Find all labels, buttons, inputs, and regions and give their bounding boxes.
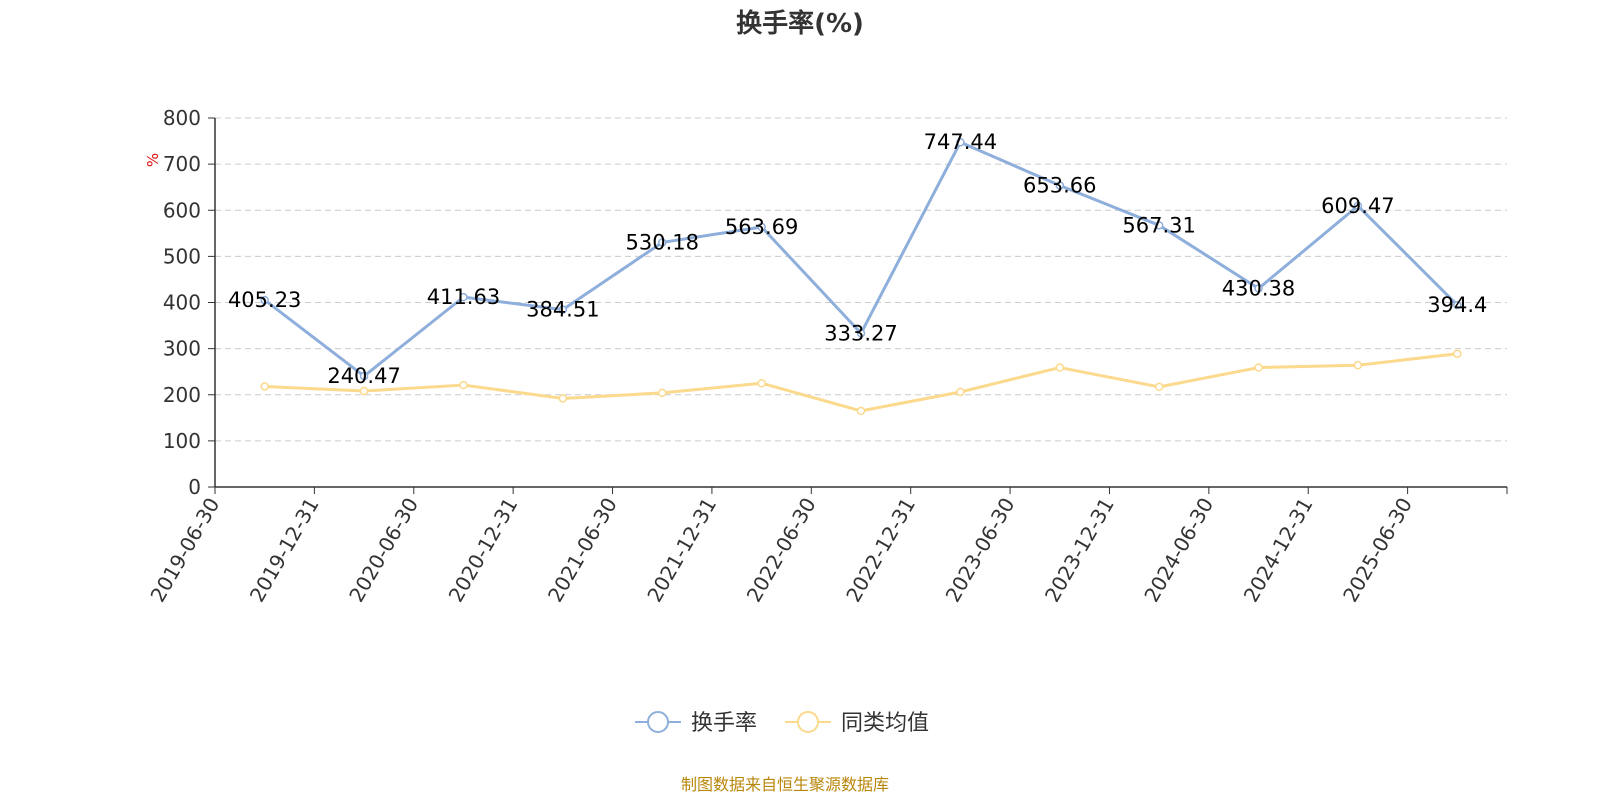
- series-point: [1353, 360, 1363, 370]
- source-note: 制图数据来自恒生聚源数据库: [681, 775, 889, 794]
- x-tick-label: 2019-12-31: [245, 494, 324, 607]
- y-tick-label: 700: [163, 152, 201, 176]
- y-tick-label: 800: [163, 106, 201, 130]
- series-point: [1453, 349, 1462, 358]
- y-tick-label: 500: [163, 244, 201, 268]
- series-line: [264, 352, 1458, 413]
- series-point: [260, 295, 269, 305]
- y-tick-label: 300: [163, 337, 201, 361]
- x-tick-label: 2021-06-30: [543, 494, 622, 607]
- data-label: 567.31: [1122, 213, 1195, 237]
- data-labels: 405.23 240.47 411.63 384.51 530.18 563.69 333.…: [228, 130, 1487, 388]
- legend-label: 同类均值: [841, 711, 929, 736]
- series-point: [1353, 201, 1363, 211]
- series-point: [657, 238, 667, 247]
- series-point: [657, 388, 667, 398]
- data-label: 384.51: [526, 298, 599, 322]
- x-tick-label: 2019-06-30: [145, 494, 224, 607]
- data-label: 653.66: [1023, 173, 1096, 197]
- series-point: [757, 378, 766, 388]
- y-tick-label: 600: [163, 198, 201, 222]
- legend: 换手率 同类均值: [635, 711, 929, 736]
- series-point: [956, 137, 965, 147]
- x-tick-label: 2020-12-31: [444, 494, 523, 607]
- x-tick-label: 2024-12-31: [1239, 494, 1318, 607]
- series-point: [260, 382, 269, 391]
- x-tick-label: 2025-06-30: [1338, 494, 1417, 607]
- data-label: 411.63: [427, 285, 500, 309]
- x-tick-label: 2022-12-31: [841, 494, 920, 607]
- series-point: [359, 386, 369, 396]
- data-label: 430.38: [1222, 276, 1295, 300]
- series-point: [1154, 382, 1164, 392]
- series-point: [1453, 300, 1462, 310]
- axes: 0 100 200 300 400 500 600 700 800 2019-06-30 2019-…: [145, 106, 1508, 607]
- legend-marker-icon: [647, 711, 669, 733]
- legend-item[interactable]: 同类均值: [785, 711, 929, 736]
- series-point: [1254, 284, 1263, 293]
- series-point: [856, 329, 866, 338]
- data-label: 405.23: [228, 288, 301, 312]
- series-point: [1055, 363, 1065, 372]
- data-label: 563.69: [725, 215, 798, 239]
- series-point: [359, 371, 369, 381]
- y-axis-unit: %: [144, 153, 162, 167]
- x-tick-label: 2022-06-30: [742, 494, 821, 607]
- series-point: [856, 406, 866, 416]
- data-label: 609.47: [1321, 194, 1394, 218]
- y-tick-label: 400: [163, 291, 201, 315]
- series-point: [1254, 363, 1263, 372]
- series-point: [459, 380, 468, 390]
- chart-title: 换手率(%): [736, 8, 864, 39]
- series-point: [459, 292, 468, 302]
- legend-marker-icon: [797, 711, 819, 733]
- series-point: [1154, 221, 1164, 230]
- series-point: [757, 222, 766, 232]
- series-point: [1055, 181, 1065, 190]
- y-tick-label: 200: [163, 383, 201, 407]
- x-tick-label: 2020-06-30: [344, 494, 423, 607]
- y-tick-label: 0: [188, 475, 201, 499]
- x-tick-label: 2023-12-31: [1040, 494, 1119, 607]
- legend-item[interactable]: 换手率: [635, 711, 757, 736]
- series-point: [558, 305, 568, 314]
- series-point: [558, 394, 568, 403]
- y-tick-label: 100: [163, 429, 201, 453]
- data-label: 394.4: [1427, 293, 1487, 317]
- data-label: 240.47: [327, 364, 400, 388]
- grid-lines: [215, 117, 1507, 442]
- x-tick-label: 2021-12-31: [642, 494, 721, 607]
- data-label: 530.18: [625, 230, 698, 254]
- data-label: 747.44: [924, 130, 997, 154]
- series-layer: [260, 137, 1462, 416]
- x-tick-label: 2023-06-30: [941, 494, 1020, 607]
- data-label: 333.27: [824, 321, 897, 345]
- legend-label: 换手率: [691, 711, 757, 736]
- series-point: [956, 387, 965, 397]
- x-tick-label: 2024-06-30: [1139, 494, 1218, 607]
